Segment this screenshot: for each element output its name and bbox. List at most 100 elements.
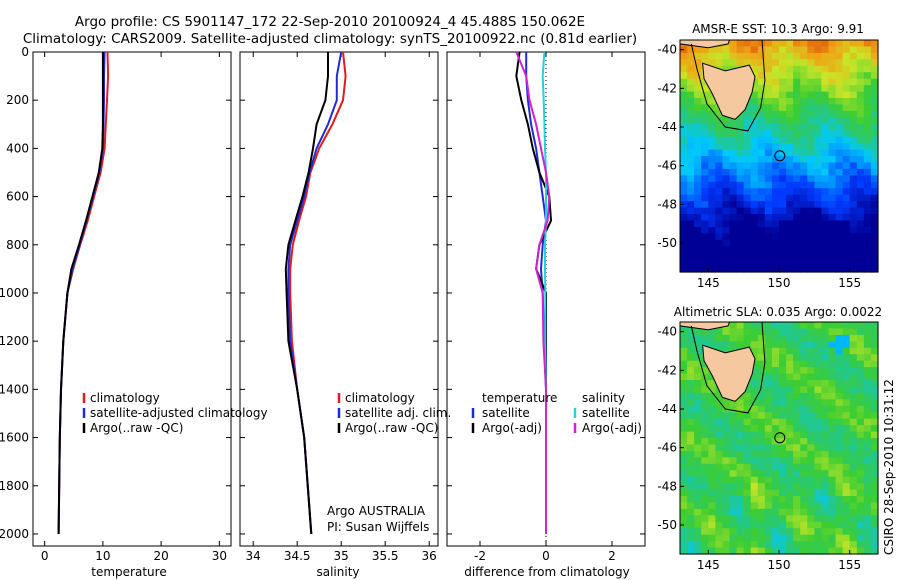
map-cell [793, 521, 801, 529]
map-cell [722, 431, 731, 439]
map-cell [800, 239, 808, 247]
map-cell [736, 508, 745, 516]
map-cell [771, 110, 780, 118]
map-cell [856, 470, 865, 478]
map-cell [771, 252, 780, 260]
map-cell [863, 78, 872, 86]
map-cell [757, 156, 766, 163]
map-cell [863, 412, 872, 420]
sst-map-title: AMSR-E SST: 10.3 Argo: 9.91 [692, 22, 864, 36]
map-cell [694, 214, 702, 221]
map-cell [694, 226, 702, 234]
map-cell [870, 425, 879, 433]
map-cell [750, 347, 759, 355]
series-line-salinity-argo-adj- [515, 51, 551, 534]
map-cell [821, 168, 830, 176]
map-cell [786, 444, 794, 452]
map-cell [701, 476, 709, 484]
map-cell [863, 175, 872, 183]
map-cell [807, 65, 815, 73]
map-cell [814, 547, 823, 555]
map-cell [835, 476, 844, 484]
map-cell [743, 143, 752, 151]
legend-label: satellite-adjusted climatology [90, 406, 268, 420]
map-cell [800, 515, 808, 523]
map-cell [771, 392, 780, 400]
map-cell [821, 220, 830, 228]
map-cell [701, 367, 709, 375]
map-cell [715, 188, 724, 196]
map-cell [771, 136, 780, 144]
map-cell [680, 360, 688, 368]
map-cell [849, 252, 858, 260]
map-cell [786, 110, 794, 118]
map-cell [729, 444, 738, 452]
map-cell [856, 207, 865, 215]
map-cell [701, 450, 709, 458]
map-cell [863, 110, 872, 118]
map-cell [743, 418, 752, 426]
map-cell [757, 386, 766, 394]
map-cell [750, 40, 759, 47]
map-cell [835, 386, 844, 394]
map-cell [736, 220, 745, 228]
map-cell [680, 91, 688, 99]
map-cell [793, 502, 801, 510]
map-cell [694, 354, 702, 362]
map-cell [729, 181, 738, 189]
map-cell [849, 547, 858, 555]
map-cell [694, 547, 702, 555]
map-cell [863, 104, 872, 112]
map-cell [821, 450, 830, 458]
map-cell [856, 123, 865, 131]
map-cell [715, 508, 724, 516]
map-cell [771, 508, 780, 516]
map-cell [828, 367, 837, 375]
map-cell [835, 541, 844, 549]
map-cell [771, 386, 780, 394]
map-cell [870, 334, 879, 342]
map-cell [736, 521, 745, 529]
map-cell [701, 444, 709, 452]
map-cell [750, 476, 759, 484]
map-cell [856, 373, 865, 381]
map-cell [807, 220, 815, 228]
map-cell [750, 130, 759, 138]
map-cell [715, 431, 724, 439]
map-cell [821, 489, 830, 497]
map-cell [743, 162, 752, 170]
map-cell [722, 259, 731, 267]
map-cell [870, 541, 879, 549]
map-cell [814, 233, 823, 241]
legend-label: Argo(-adj) [482, 421, 542, 435]
map-cell [743, 476, 752, 484]
map-cell [849, 508, 858, 516]
map-cell [779, 405, 787, 413]
map-cell [750, 483, 759, 491]
map-cell [708, 444, 716, 452]
map-cell [757, 534, 766, 542]
map-cell [680, 156, 688, 163]
map-cell [800, 98, 808, 105]
x-tick-label: 10 [95, 549, 110, 563]
map-cell [793, 392, 801, 400]
map-cell [736, 201, 745, 209]
map-cell [736, 265, 745, 273]
map-cell [821, 354, 830, 362]
map-cell [708, 194, 716, 202]
map-cell [856, 534, 865, 542]
map-cell [771, 143, 780, 151]
map-cell [828, 246, 837, 254]
map-cell [814, 470, 823, 478]
map-cell [757, 149, 766, 157]
map-cell [786, 207, 794, 215]
map-cell [779, 470, 787, 478]
map-cell [750, 334, 759, 342]
map-cell [821, 412, 830, 420]
map-cell [828, 117, 837, 125]
map-cell [849, 457, 858, 465]
map-cell [807, 175, 815, 183]
map-cell [680, 65, 688, 73]
map-cell [786, 341, 794, 349]
map-cell [828, 496, 837, 503]
